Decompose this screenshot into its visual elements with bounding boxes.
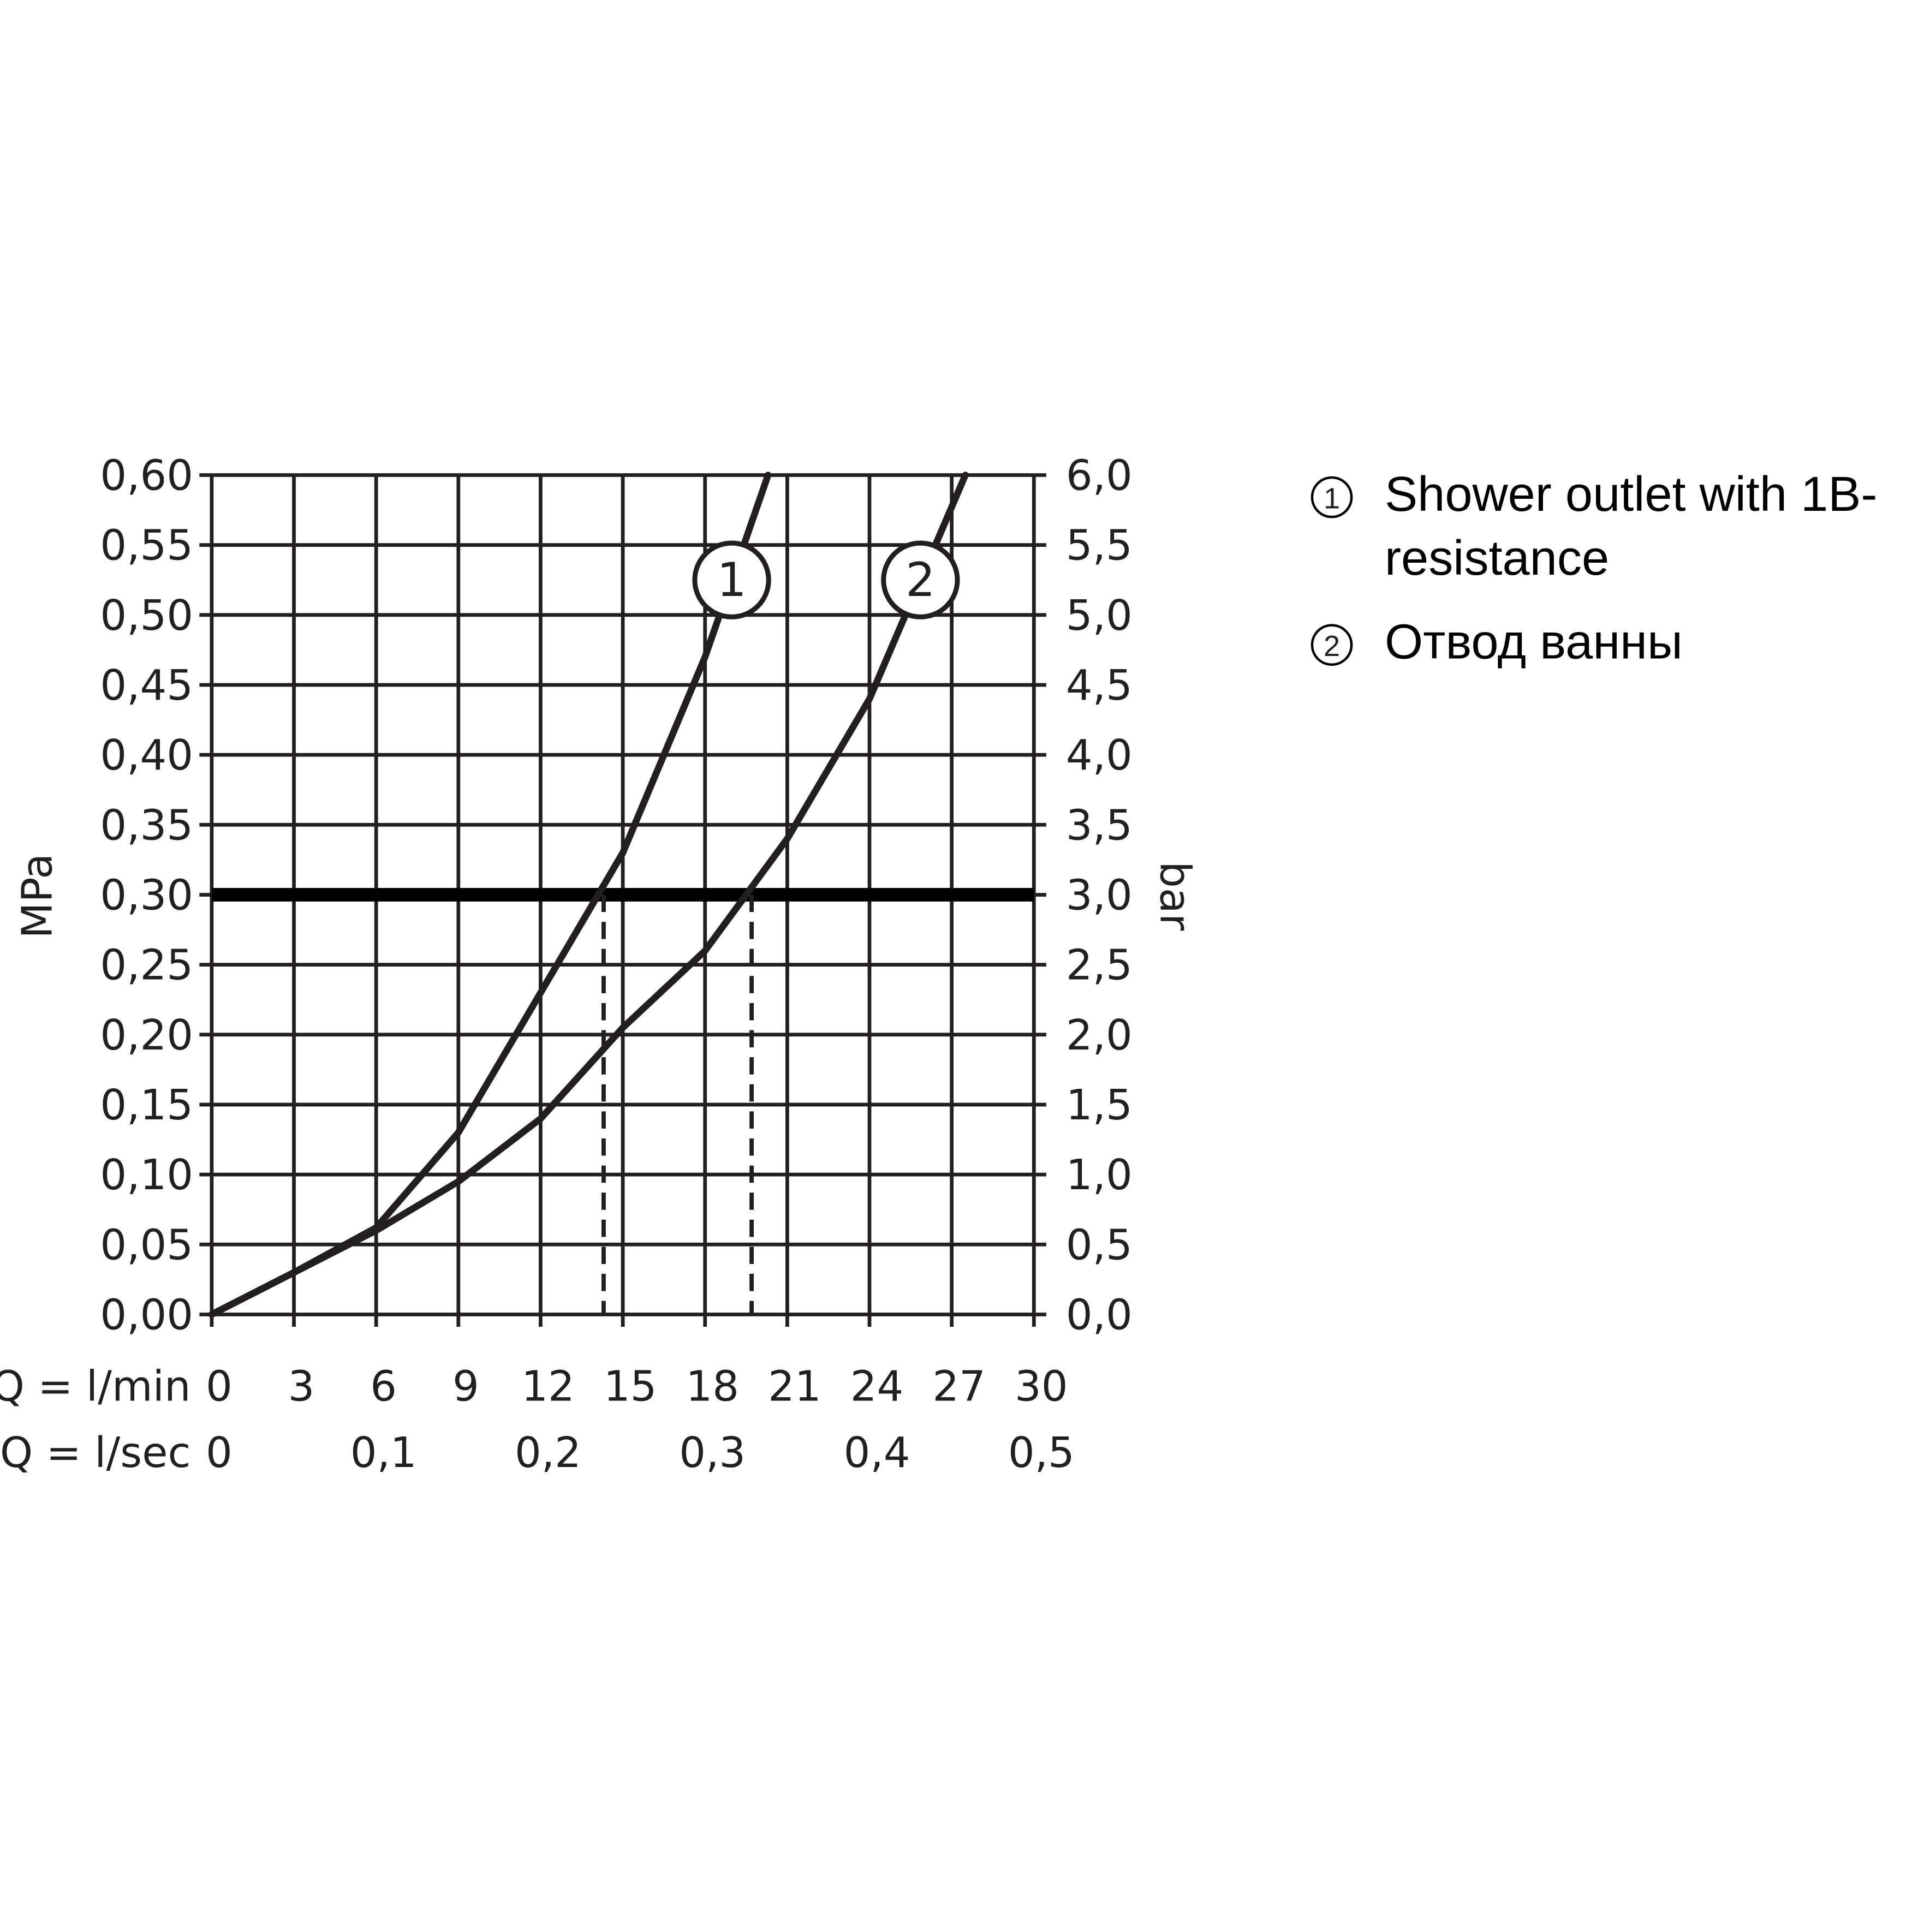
- y2-tick-label: 2,0: [1066, 1011, 1133, 1060]
- y-axis-label: MPa: [14, 854, 62, 939]
- x2-tick-label: 0,4: [844, 1429, 910, 1477]
- y-tick-label: 0,40: [100, 731, 193, 780]
- x-tick-label: 24: [850, 1362, 904, 1411]
- y2-axis-label: bar: [1151, 861, 1199, 931]
- legend-label: Shower outlet with 1B-resistance: [1384, 467, 1878, 586]
- y2-tick-label: 1,0: [1066, 1151, 1133, 1200]
- x2-tick-label: 0,1: [350, 1429, 417, 1477]
- legend-entry: Отвод ванны: [1384, 615, 1683, 670]
- y-tick-label: 0,55: [100, 522, 193, 570]
- curve-label: 2: [906, 553, 936, 607]
- curve-label-circle: [881, 540, 960, 619]
- x2-tick-label: 0,5: [1008, 1429, 1075, 1477]
- y-tick-label: 0,00: [100, 1291, 193, 1340]
- y-tick-label: 0,45: [100, 661, 193, 710]
- y2-tick-label: 3,0: [1066, 872, 1133, 920]
- y-tick-label: 0,10: [100, 1151, 193, 1200]
- y2-tick-label: 5,5: [1066, 522, 1133, 570]
- x-tick-label: 15: [604, 1362, 657, 1411]
- y-tick-label: 0,30: [100, 872, 193, 920]
- x2-axis-label: Q = l/sec: [0, 1429, 191, 1477]
- y2-tick-label: 6,0: [1066, 452, 1133, 500]
- curve-label-circle: [692, 540, 771, 619]
- x-axis-label: Q = l/min: [0, 1362, 191, 1411]
- y-tick-label: 0,20: [100, 1011, 193, 1060]
- legend-marker-label: 1: [1324, 482, 1340, 515]
- y2-tick-label: 2,5: [1066, 941, 1133, 990]
- y-tick-label: 0,50: [100, 592, 193, 640]
- y2-tick-label: 5,0: [1066, 592, 1133, 640]
- y2-tick-label: 1,5: [1066, 1081, 1133, 1130]
- y2-tick-label: 4,0: [1066, 731, 1133, 780]
- x-tick-label: 9: [452, 1362, 479, 1411]
- x-tick-label: 27: [932, 1362, 986, 1411]
- y2-tick-label: 4,5: [1066, 661, 1133, 710]
- x-tick-label: 12: [521, 1362, 575, 1411]
- x-tick-label: 18: [686, 1362, 739, 1411]
- x-tick-label: 6: [370, 1362, 397, 1411]
- legend-marker-label: 2: [1324, 630, 1340, 663]
- curve: [208, 472, 969, 1318]
- x-tick-label: 21: [768, 1362, 821, 1411]
- x-tick-label: 0: [206, 1362, 233, 1411]
- y-tick-label: 0,15: [100, 1081, 193, 1130]
- y2-tick-label: 0,5: [1066, 1221, 1133, 1269]
- x-tick-label: 3: [288, 1362, 315, 1411]
- legend-entry: Shower outlet with 1B-resistance: [1384, 467, 1878, 586]
- x2-tick-label: 0,3: [679, 1429, 746, 1477]
- y-tick-label: 0,60: [100, 452, 193, 500]
- x-tick-label: 30: [1015, 1362, 1068, 1411]
- y2-tick-label: 3,5: [1066, 801, 1133, 850]
- y2-tick-label: 0,0: [1066, 1291, 1133, 1340]
- x2-tick-label: 0,2: [515, 1429, 581, 1477]
- y-tick-label: 0,05: [100, 1221, 193, 1269]
- x2-tick-label: 0: [206, 1429, 233, 1477]
- curve-label: 1: [717, 553, 747, 607]
- legend-marker-circle: [1311, 476, 1353, 518]
- legend-marker-circle: [1311, 624, 1353, 666]
- y-tick-label: 0,25: [100, 941, 193, 990]
- y-tick-label: 0,35: [100, 801, 193, 850]
- legend-label: Отвод ванны: [1384, 615, 1683, 670]
